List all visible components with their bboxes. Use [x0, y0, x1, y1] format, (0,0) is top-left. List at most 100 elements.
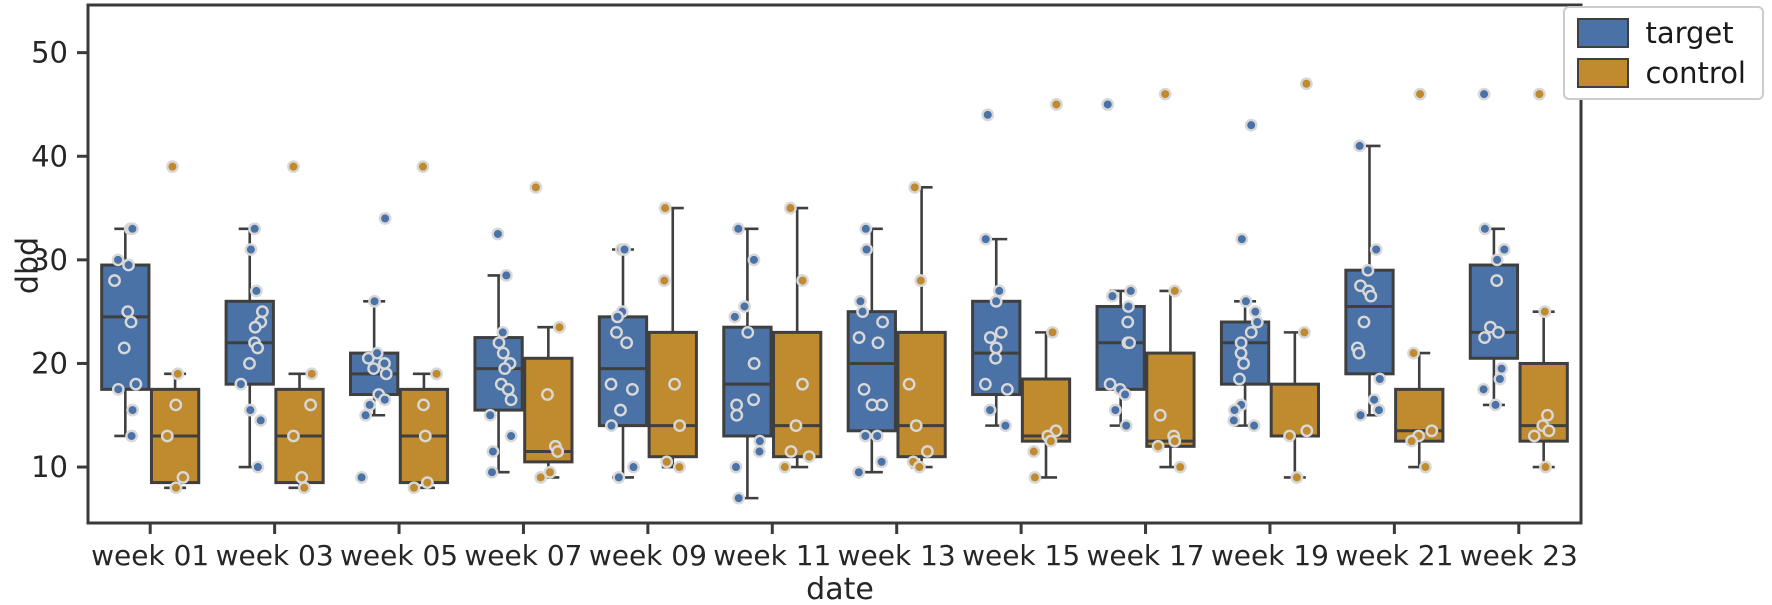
target-point-week-07 [485, 465, 499, 479]
target-point-week-01 [108, 274, 121, 287]
target-point-week-17 [1106, 289, 1119, 303]
control-point-week-23 [1541, 408, 1554, 422]
control-point-week-23 [1539, 460, 1552, 474]
control-point-week-13 [912, 460, 926, 474]
x-tick-label: week 21 [1335, 539, 1453, 572]
target-point-week-13 [857, 382, 871, 396]
target-point-week-13 [854, 294, 867, 308]
target-point-week-11 [732, 491, 746, 505]
target-point-week-01 [122, 258, 135, 272]
target-point-week-03 [248, 320, 262, 334]
target-point-week-21 [1352, 346, 1366, 360]
target-point-week-13 [852, 465, 866, 479]
target-box-week-13 [846, 310, 897, 433]
target-point-week-13 [852, 331, 866, 344]
x-axis-label: date [806, 572, 874, 605]
control-point-week-19 [1297, 325, 1311, 339]
legend-label-target: target [1645, 15, 1734, 50]
control-point-week-03 [295, 471, 309, 484]
target-point-week-01 [126, 222, 139, 236]
target-point-week-05 [355, 471, 368, 484]
control-point-week-05 [416, 160, 430, 174]
x-tick-label: week 19 [1211, 539, 1329, 572]
y-tick-label: 10 [31, 450, 68, 484]
x-tick-label: week 05 [340, 539, 458, 572]
control-point-week-15 [1046, 325, 1059, 339]
target-point-week-21 [1367, 393, 1381, 407]
control-point-week-09 [668, 377, 681, 391]
target-point-week-11 [747, 393, 760, 407]
target-point-week-21 [1372, 403, 1386, 417]
control-point-week-17 [1168, 434, 1182, 448]
target-point-week-09 [610, 325, 623, 339]
target-point-week-01 [126, 403, 140, 417]
target-point-week-11 [728, 310, 742, 324]
target-point-week-03 [249, 284, 263, 298]
target-point-week-13 [865, 398, 879, 412]
target-point-week-23 [1490, 253, 1504, 267]
target-point-week-05 [379, 367, 393, 381]
control-point-week-03 [287, 160, 300, 174]
control-box-week-11 [772, 330, 823, 459]
target-point-week-17 [1108, 403, 1122, 417]
target-point-week-19 [1235, 232, 1249, 246]
target-point-week-13 [856, 305, 870, 319]
x-tick-label: week 23 [1460, 539, 1578, 572]
target-point-week-23 [1491, 325, 1505, 339]
target-point-week-17 [1123, 336, 1136, 350]
target-point-week-11 [729, 460, 743, 474]
control-point-week-11 [789, 419, 803, 433]
target-point-week-09 [604, 377, 618, 391]
target-point-week-11 [741, 325, 755, 339]
x-tick-label: week 09 [589, 539, 707, 572]
control-point-week-17 [1158, 87, 1172, 101]
target-point-week-23 [1478, 222, 1492, 236]
target-point-week-15 [979, 232, 993, 246]
control-point-week-07 [543, 465, 557, 479]
target-point-week-09 [627, 460, 640, 474]
target-point-week-07 [496, 346, 510, 360]
control-point-week-01 [169, 481, 183, 495]
target-point-week-15 [994, 325, 1008, 339]
target-point-week-05 [367, 362, 381, 376]
target-point-week-07 [504, 393, 518, 407]
control-point-week-23 [1532, 87, 1546, 101]
control-point-week-07 [534, 471, 548, 484]
target-point-week-21 [1354, 408, 1367, 422]
control-point-week-13 [921, 445, 934, 458]
control-point-week-09 [657, 274, 671, 287]
target-box-week-17 [1095, 304, 1146, 391]
target-point-week-21 [1353, 139, 1367, 153]
control-point-week-01 [166, 160, 179, 174]
control-point-week-21 [1413, 87, 1427, 101]
target-point-week-21 [1369, 243, 1383, 256]
target-point-week-11 [747, 253, 761, 267]
target-point-week-03 [251, 460, 265, 474]
target-point-week-07 [483, 408, 497, 422]
control-point-week-05 [417, 398, 430, 412]
target-point-week-07 [492, 336, 506, 350]
target-point-week-11 [731, 222, 745, 236]
target-point-week-01 [125, 429, 138, 443]
target-point-week-09 [625, 382, 639, 396]
target-point-week-07 [498, 362, 512, 376]
x-tick-label: week 11 [713, 539, 831, 572]
target-point-week-05 [361, 351, 375, 365]
control-point-week-11 [802, 450, 816, 464]
target-point-week-03 [255, 305, 269, 319]
target-point-week-15 [1000, 382, 1014, 396]
target-point-week-15 [999, 419, 1012, 433]
control-point-week-05 [430, 367, 443, 381]
control-point-week-07 [551, 445, 565, 458]
target-point-week-15 [983, 403, 997, 417]
target-point-week-03 [234, 377, 248, 391]
control-box-week-07 [523, 356, 574, 464]
target-point-week-09 [605, 419, 618, 433]
legend-item-target: target [1577, 18, 1746, 48]
target-point-week-09 [618, 243, 631, 256]
control-point-week-13 [902, 377, 916, 391]
target-point-week-15 [992, 284, 1006, 298]
target-point-week-05 [368, 294, 381, 308]
control-point-week-19 [1299, 77, 1313, 91]
target-point-week-01 [111, 253, 125, 267]
